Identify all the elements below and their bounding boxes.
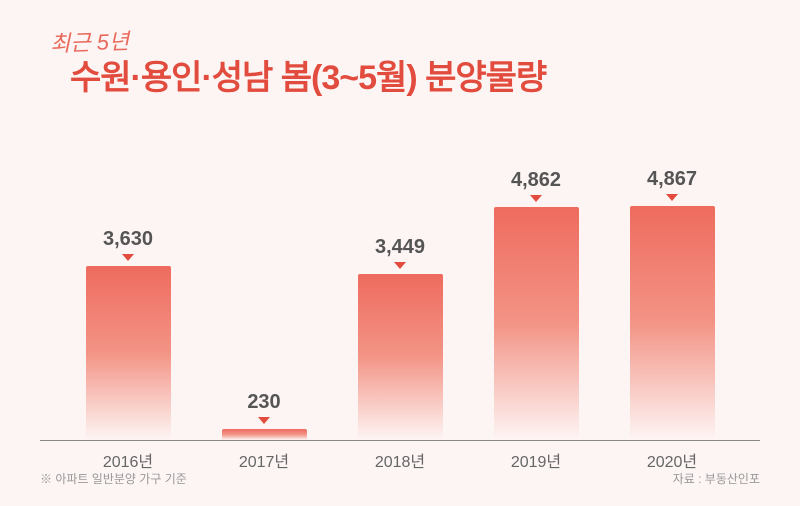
value-label: 4,867	[647, 168, 697, 191]
marker-icon	[122, 254, 134, 261]
bar-group-3: 4,862	[468, 169, 604, 440]
bar-group-2: 3,449	[332, 236, 468, 440]
bar	[222, 429, 307, 440]
chart-title: 수원·용인·성남 봄(3~5월) 분양물량	[70, 50, 546, 99]
marker-icon	[530, 195, 542, 202]
marker-icon	[666, 194, 678, 201]
value-label: 3,449	[375, 236, 425, 259]
bar	[358, 274, 443, 440]
marker-icon	[258, 417, 270, 424]
marker-icon	[394, 262, 406, 269]
x-label: 2017년	[196, 448, 332, 472]
bar-group-4: 4,867	[604, 168, 740, 440]
x-axis-labels: 2016년 2017년 2018년 2019년 2020년	[60, 448, 740, 472]
bar-group-1: 230	[196, 391, 332, 440]
x-label: 2016년	[60, 448, 196, 472]
bar	[630, 206, 715, 440]
bar-chart: 3,630 230 3,449 4,862 4,867	[60, 130, 740, 440]
footnote: ※ 아파트 일반분양 가구 기준	[40, 470, 187, 487]
source-label: 자료 : 부동산인포	[673, 470, 760, 487]
value-label: 230	[247, 391, 280, 414]
value-label: 4,862	[511, 169, 561, 192]
bar	[494, 207, 579, 440]
x-label: 2020년	[604, 448, 740, 472]
bar	[86, 266, 171, 440]
x-label: 2018년	[332, 448, 468, 472]
value-label: 3,630	[103, 228, 153, 251]
x-label: 2019년	[468, 448, 604, 472]
x-axis-line	[40, 440, 760, 441]
bar-group-0: 3,630	[60, 228, 196, 440]
